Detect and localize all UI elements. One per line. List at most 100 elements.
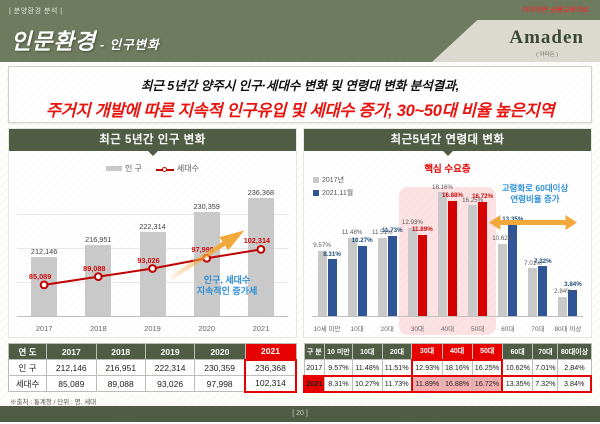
table-header-cell: 10대: [351, 343, 383, 360]
bar-value-label: 2.84%: [554, 288, 572, 296]
aging-annotation: 고령화로 60대이상 연령비율 증가: [481, 183, 589, 205]
table-cell: 3.84%: [557, 374, 593, 393]
growth-callout-line1: 인구, 세대수: [203, 275, 251, 285]
bar-value-label: 7.01%: [524, 259, 542, 267]
legend-label-population: 인 구: [124, 164, 142, 173]
age-table: 구 분 10 미만 10대 20대 30대 40대 50대 60대 70대 80대이상 2017 9.…: [303, 343, 593, 393]
line-value-label: 85,089: [28, 271, 52, 281]
brand-logo-subtext: ( 아마든 ): [536, 52, 558, 58]
table-cell: 2.84%: [557, 359, 592, 376]
bar-60대-2017년: [498, 243, 508, 316]
x-tick-label: 70대: [531, 326, 545, 333]
table-header-cell: 30대: [411, 343, 443, 360]
population-chart-area: 인구, 세대수 지속적인 증가세 212,146 216,951 222,314 23…: [17, 183, 288, 317]
table-cell: 222,314: [144, 359, 196, 376]
x-tick-label: 30대: [410, 326, 424, 333]
page-title-sub: - 인구변화: [99, 38, 160, 52]
core-demand-label: 핵심 수요층: [424, 164, 471, 175]
blue-swatch-icon: [313, 190, 319, 196]
bar-value-label: 212,146: [30, 246, 58, 256]
line-value-label: 102,314: [243, 236, 271, 246]
aging-annotation-line1: 고령화로 60대이상: [501, 183, 569, 193]
page-title-main: 인문환경: [11, 29, 96, 54]
line-value-label: 93,026: [137, 255, 160, 265]
legend-item-2021: 2021.11월: [313, 188, 353, 198]
bar-50대-2021.11월: [478, 201, 488, 316]
line-value-label: 97,998: [191, 245, 214, 255]
headline-box: 최근 5년간 양주시 인구·세대수 변화 및 연령대 변화 분석결과, 주거지 …: [8, 66, 592, 123]
table-cell: 18.16%: [441, 358, 473, 376]
headline-line2: 주거지 개발에 따른 지속적 인구유입 및 세대수 증가, 30~50대 비율 …: [45, 102, 555, 120]
headline-line1: 최근 5년간 양주시 인구·세대수 변화 및 연령대 변화 분석결과,: [140, 79, 460, 93]
x-tick-label: 40대: [440, 326, 455, 333]
bar-10대-2017년: [347, 237, 357, 316]
bar-2021: [247, 197, 274, 316]
bar-70대-2021.11월: [538, 266, 548, 316]
bar-30대-2021.11월: [417, 234, 427, 316]
table-cell: 97,998: [194, 375, 246, 392]
bar-80대 이상-2021.11월: [568, 289, 578, 316]
population-x-axis: 2017 2018 2019 2020 2021: [17, 324, 288, 333]
bar-2019: [139, 232, 166, 316]
line-swatch-icon: [155, 166, 174, 172]
bar-value-label: 11.48%: [341, 229, 363, 237]
population-chart-title: 최근 5년간 인구 변화: [9, 129, 296, 156]
bar-30대-2017년: [407, 227, 417, 316]
source-footnote: ※출처 : 통계청 / 단위 : 명, 세대: [10, 399, 97, 406]
age-chart-area: 9.57% 8.31% 11.48% 10.27% 11.51% 11.73% 12.93%…: [312, 183, 583, 317]
bar-value-label: 10.62%: [492, 235, 514, 243]
bar-value-label: 8.31%: [323, 250, 341, 258]
table-cell: 85,089: [46, 375, 97, 392]
age-x-axis: 10세 미만 10대 20대 30대 40대 50대 60대 70대 80대 이상: [312, 323, 583, 333]
table-cell: 세대수: [7, 375, 48, 392]
bar-2020: [193, 212, 220, 316]
table-cell: 93,026: [144, 375, 196, 392]
x-tick-label: 20대: [380, 326, 394, 333]
bar-60대-2021.11월: [508, 224, 518, 316]
bar-value-label: 3.84%: [564, 281, 582, 289]
x-tick-label: 2021: [252, 324, 270, 333]
table-header-cell: 구 분: [303, 343, 326, 360]
table-cell: 102,314: [244, 375, 297, 393]
breadcrumb-tag: | 분양환경 분석 |: [9, 8, 63, 15]
x-tick-label: 60대: [501, 326, 515, 333]
bar-value-label: 216,951: [85, 235, 112, 245]
table-cell: 7.32%: [532, 374, 559, 393]
aging-annotation-line2: 연령비율 증가: [510, 194, 560, 205]
bar-value-label: 7.32%: [534, 257, 552, 265]
line-marker: [256, 244, 266, 254]
x-tick-label: 2019: [144, 324, 161, 333]
table-cell: 10.62%: [501, 359, 534, 376]
bar-50대-2017년: [468, 205, 478, 316]
bar-value-label: 18.16%: [432, 183, 453, 191]
bar-value-label: 9.57%: [313, 242, 331, 250]
table-cell: 89,088: [95, 375, 146, 392]
bar-20대-2017년: [377, 237, 387, 316]
table-cell: 230,359: [194, 359, 246, 376]
bar-value-label: 11.51%: [372, 228, 393, 236]
table-cell: 212,146: [46, 359, 97, 376]
table-header-cell: 80대이상: [557, 343, 592, 360]
bar-value-label: 11.73%: [381, 227, 403, 235]
bar-value-label: 13.35%: [502, 216, 524, 224]
table-cell: 11.73%: [381, 374, 413, 393]
legend-item-2017: 2017년: [313, 175, 353, 185]
table-header-cell: 연 도: [7, 343, 48, 360]
table-cell: 11.48%: [351, 359, 383, 376]
bar-value-label: 230,359: [193, 202, 220, 212]
table-header-cell: 50대: [471, 343, 503, 360]
line-value-label: 89,088: [83, 263, 106, 273]
table-cell: 7.01%: [532, 359, 559, 376]
header-bar: | 분양환경 분석 | 어마어든 상품교육자료 인문환경 - 인구변화 Amade…: [0, 0, 600, 62]
bar-swatch-icon: [105, 166, 122, 171]
bar-value-label: 16.25%: [462, 196, 484, 204]
legend-item-households: 세대수: [155, 163, 199, 174]
bar-10대-2021.11월: [357, 245, 367, 316]
bar-value-label: 16.88%: [442, 192, 463, 200]
gray-swatch-icon: [313, 177, 319, 183]
page-title: 인문환경 - 인구변화: [11, 24, 160, 56]
table-cell: 13.35%: [501, 374, 534, 393]
table-cell: 12.93%: [410, 358, 443, 376]
bar-40대-2017년: [438, 192, 447, 316]
